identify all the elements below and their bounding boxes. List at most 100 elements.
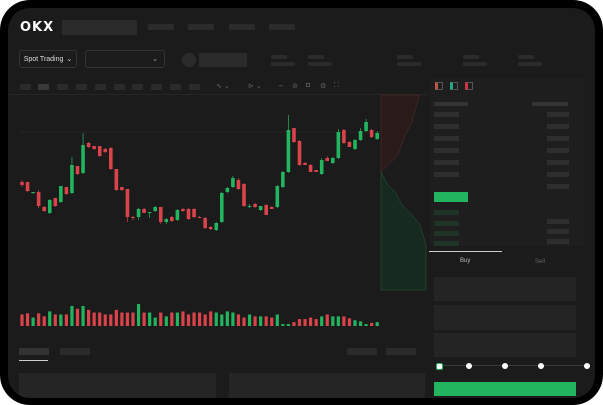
tab-buy[interactable]: Buy (460, 258, 471, 264)
candle[interactable] (292, 128, 296, 142)
fullscreen-icon[interactable]: ⛶ (334, 82, 339, 89)
candle[interactable] (247, 206, 252, 207)
candle[interactable] (358, 131, 363, 140)
candle[interactable] (264, 205, 268, 215)
candle[interactable] (258, 206, 263, 210)
candle[interactable] (103, 149, 108, 152)
tab-sell[interactable]: Sell (535, 259, 546, 265)
filter-button[interactable] (347, 348, 377, 355)
candle[interactable] (297, 141, 302, 165)
candle[interactable] (70, 165, 74, 193)
candle[interactable] (303, 163, 307, 165)
candle[interactable] (36, 192, 41, 206)
candle[interactable] (125, 189, 130, 217)
candle[interactable] (253, 204, 257, 207)
candle[interactable] (64, 187, 69, 194)
candle[interactable] (147, 212, 152, 213)
search-placeholder[interactable] (62, 20, 137, 35)
candle[interactable] (164, 219, 169, 222)
timeframe-button[interactable] (20, 84, 31, 90)
candle[interactable] (347, 142, 352, 147)
candle[interactable] (59, 186, 63, 202)
nav-item[interactable] (148, 24, 174, 30)
pair-dropdown[interactable]: ⌄ (85, 50, 165, 68)
candle[interactable] (175, 210, 180, 220)
candle[interactable] (186, 209, 191, 219)
candle[interactable] (314, 170, 318, 172)
candle[interactable] (114, 169, 119, 190)
timeframe-button[interactable] (57, 84, 68, 90)
candle[interactable] (170, 217, 174, 221)
nav-item[interactable] (229, 24, 255, 30)
timeframe-button[interactable] (170, 84, 181, 90)
slider-step-100[interactable] (584, 363, 590, 369)
candle[interactable] (192, 209, 196, 217)
candle[interactable] (242, 184, 246, 206)
market-selector-button[interactable]: Spot Trading ⌄ (19, 50, 77, 68)
settings-icon[interactable]: ⚙ (320, 83, 327, 90)
tab-open-orders[interactable] (19, 348, 49, 355)
slider-handle[interactable] (436, 363, 443, 370)
candle[interactable] (20, 182, 24, 185)
candle[interactable] (275, 186, 280, 207)
candle[interactable] (131, 217, 135, 218)
candle[interactable] (203, 218, 207, 228)
filter-button[interactable] (386, 348, 416, 355)
candle[interactable] (197, 217, 202, 218)
candle[interactable] (225, 188, 230, 192)
timeframe-button[interactable] (38, 84, 49, 90)
candle[interactable] (81, 145, 85, 173)
total-input[interactable] (434, 333, 576, 357)
candle[interactable] (336, 132, 341, 158)
candle[interactable] (281, 172, 285, 187)
candlestick-chart[interactable] (8, 8, 595, 398)
candle[interactable] (319, 160, 324, 174)
orderbook-buy-icon[interactable] (450, 82, 458, 90)
candle[interactable] (236, 180, 241, 189)
candle[interactable] (208, 227, 213, 229)
candle[interactable] (25, 182, 30, 191)
candle[interactable] (342, 130, 346, 143)
candle[interactable] (42, 207, 46, 211)
candle[interactable] (47, 200, 52, 213)
candle[interactable] (142, 209, 146, 213)
buy-button[interactable] (434, 382, 576, 396)
timeframe-button[interactable] (132, 84, 143, 90)
candle[interactable] (92, 146, 96, 149)
candle[interactable] (109, 148, 113, 169)
amount-slider-track[interactable] (440, 365, 590, 366)
ruler-icon[interactable]: ⊘ (292, 83, 298, 90)
candle[interactable] (231, 178, 235, 187)
candle[interactable] (153, 207, 157, 211)
slider-step-25[interactable] (466, 363, 472, 369)
candle[interactable] (214, 223, 219, 230)
timeframe-button[interactable] (189, 84, 200, 90)
timeframe-button[interactable] (95, 84, 106, 90)
candle[interactable] (220, 193, 224, 222)
candle[interactable] (158, 207, 163, 222)
slider-step-75[interactable] (538, 363, 544, 369)
candle[interactable] (353, 140, 357, 149)
draw-icon[interactable]: ⊳ ⌄ (248, 83, 262, 90)
price-input[interactable] (434, 277, 576, 301)
slider-step-50[interactable] (502, 363, 508, 369)
candle[interactable] (181, 209, 185, 211)
candle[interactable] (331, 158, 335, 163)
candle[interactable] (97, 146, 102, 156)
candle[interactable] (53, 198, 58, 206)
line-icon[interactable]: ∼ (278, 83, 284, 90)
timeframe-button[interactable] (151, 84, 162, 90)
candle[interactable] (120, 187, 124, 190)
candle[interactable] (269, 207, 274, 209)
amount-input[interactable] (434, 305, 576, 330)
candle[interactable] (375, 133, 379, 139)
timeframe-button[interactable] (114, 84, 125, 90)
candle[interactable] (86, 143, 91, 147)
candle[interactable] (308, 165, 313, 172)
nav-item[interactable] (269, 24, 295, 30)
candle[interactable] (325, 158, 330, 161)
candle[interactable] (369, 130, 374, 137)
candle[interactable] (75, 166, 80, 174)
candle[interactable] (364, 122, 368, 131)
orderbook-sell-icon[interactable] (465, 82, 473, 90)
